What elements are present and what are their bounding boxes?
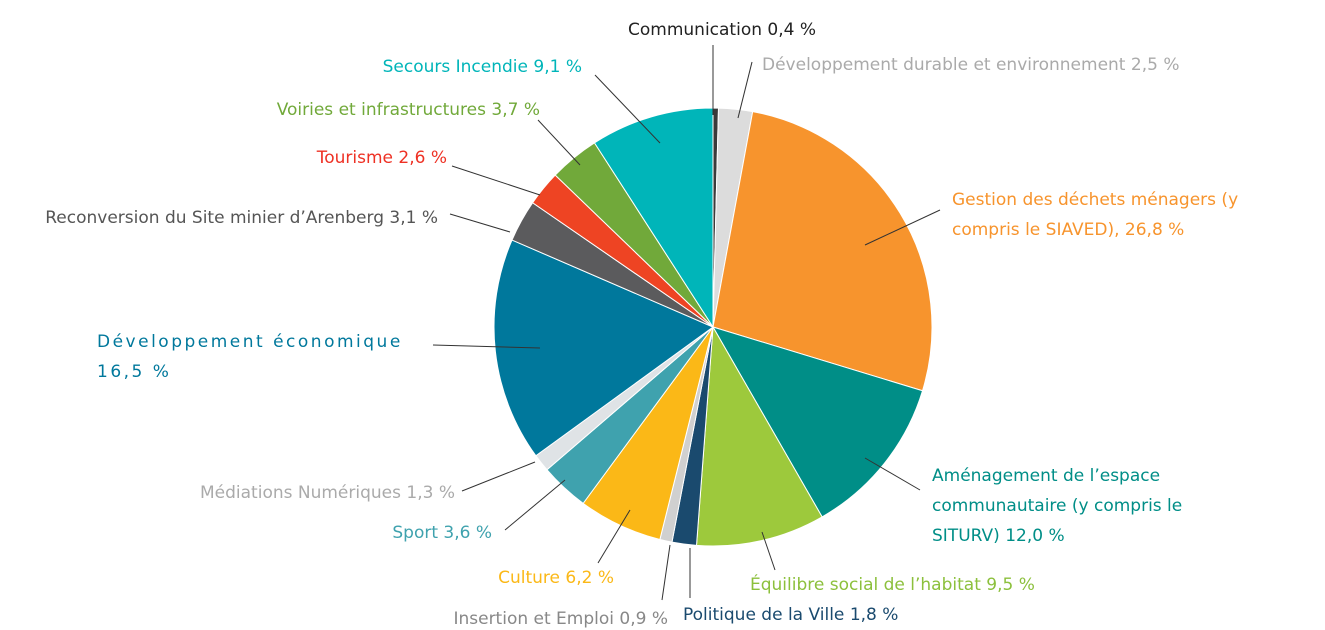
value-label: 3,7 % <box>491 100 540 120</box>
category-name: Aménagement de l’espace communautaire (y… <box>932 466 1183 546</box>
slice-label: Gestion des déchets ménagers (y compris … <box>952 185 1252 245</box>
value-label: 1,3 % <box>406 483 455 503</box>
leader-line <box>594 74 661 144</box>
category-name: Politique de la Ville <box>683 605 845 625</box>
leader-line <box>761 531 776 571</box>
leader-line <box>597 509 631 564</box>
slice-label: Équilibre social de l’habitat 9,5 % <box>750 570 1035 600</box>
slice-label: Aménagement de l’espace communautaire (y… <box>932 461 1252 551</box>
value-label: 1,8 % <box>849 605 899 625</box>
pie-slice <box>593 107 714 329</box>
leader-line <box>864 209 941 246</box>
value-label: 0,4 % <box>767 20 816 40</box>
category-name: Médiations Numériques <box>200 483 401 503</box>
value-label: 12,0 % <box>1005 526 1065 546</box>
category-name: Sport <box>392 523 438 543</box>
slice-label: Sport 3,6 % <box>392 518 492 548</box>
pie-slice <box>712 111 933 392</box>
slice-label: Tourisme 2,6 % <box>317 143 447 173</box>
leader-line <box>451 165 541 196</box>
value-label: 9,1 % <box>533 57 582 77</box>
slice-label: Reconversion du Site minier d’Arenberg 3… <box>45 203 438 233</box>
leader-line <box>737 61 753 119</box>
leader-line <box>661 544 671 601</box>
slice-label: Politique de la Ville 1,8 % <box>683 600 898 630</box>
pie-slice <box>711 326 924 518</box>
pie-slice <box>493 239 715 457</box>
slice-label: Communication 0,4 % <box>628 15 816 45</box>
slice-label: Développement économique 16,5 % <box>97 327 417 387</box>
slice-label: Culture 6,2 % <box>498 563 614 593</box>
leader-line <box>864 457 921 491</box>
slice-label: Secours Incendie 9,1 % <box>383 52 582 82</box>
slice-label: Insertion et Emploi 0,9 % <box>453 604 668 630</box>
pie-slice <box>695 325 823 547</box>
category-name: Tourisme <box>316 148 393 168</box>
category-name: Culture <box>498 568 560 588</box>
category-name: Insertion et Emploi <box>453 609 614 629</box>
value-label: 3,6 % <box>443 523 492 543</box>
category-name: Secours Incendie <box>382 57 528 77</box>
value-label: 2,6 % <box>398 148 447 168</box>
category-name: Développement économique <box>97 332 403 352</box>
slice-label: Voiries et infrastructures 3,7 % <box>277 95 540 125</box>
value-label: 3,1 % <box>389 208 438 228</box>
leader-line <box>461 461 536 492</box>
leader-line <box>504 479 566 531</box>
slice-label: Médiations Numériques 1,3 % <box>200 478 455 508</box>
value-label: 6,2 % <box>565 568 614 588</box>
value-label: 16,5 % <box>97 362 172 382</box>
category-name: Développement durable et environnement <box>762 55 1126 75</box>
category-name: Voiries et infrastructures <box>276 100 486 120</box>
leader-line <box>449 213 511 233</box>
leader-line <box>537 119 581 166</box>
value-label: 2,5 % <box>1130 55 1180 75</box>
value-label: 9,5 % <box>986 575 1035 595</box>
leader-line <box>432 344 541 349</box>
category-name: Communication <box>628 20 762 40</box>
category-name: Équilibre social de l’habitat <box>750 575 981 595</box>
value-label: 0,9 % <box>619 609 668 629</box>
value-label: 26,8 % <box>1124 220 1185 240</box>
category-name: Reconversion du Site minier d’Arenberg <box>45 208 384 228</box>
category-name: Gestion des déchets ménagers (y compris … <box>952 190 1239 240</box>
slice-label: Développement durable et environnement 2… <box>762 50 1179 80</box>
